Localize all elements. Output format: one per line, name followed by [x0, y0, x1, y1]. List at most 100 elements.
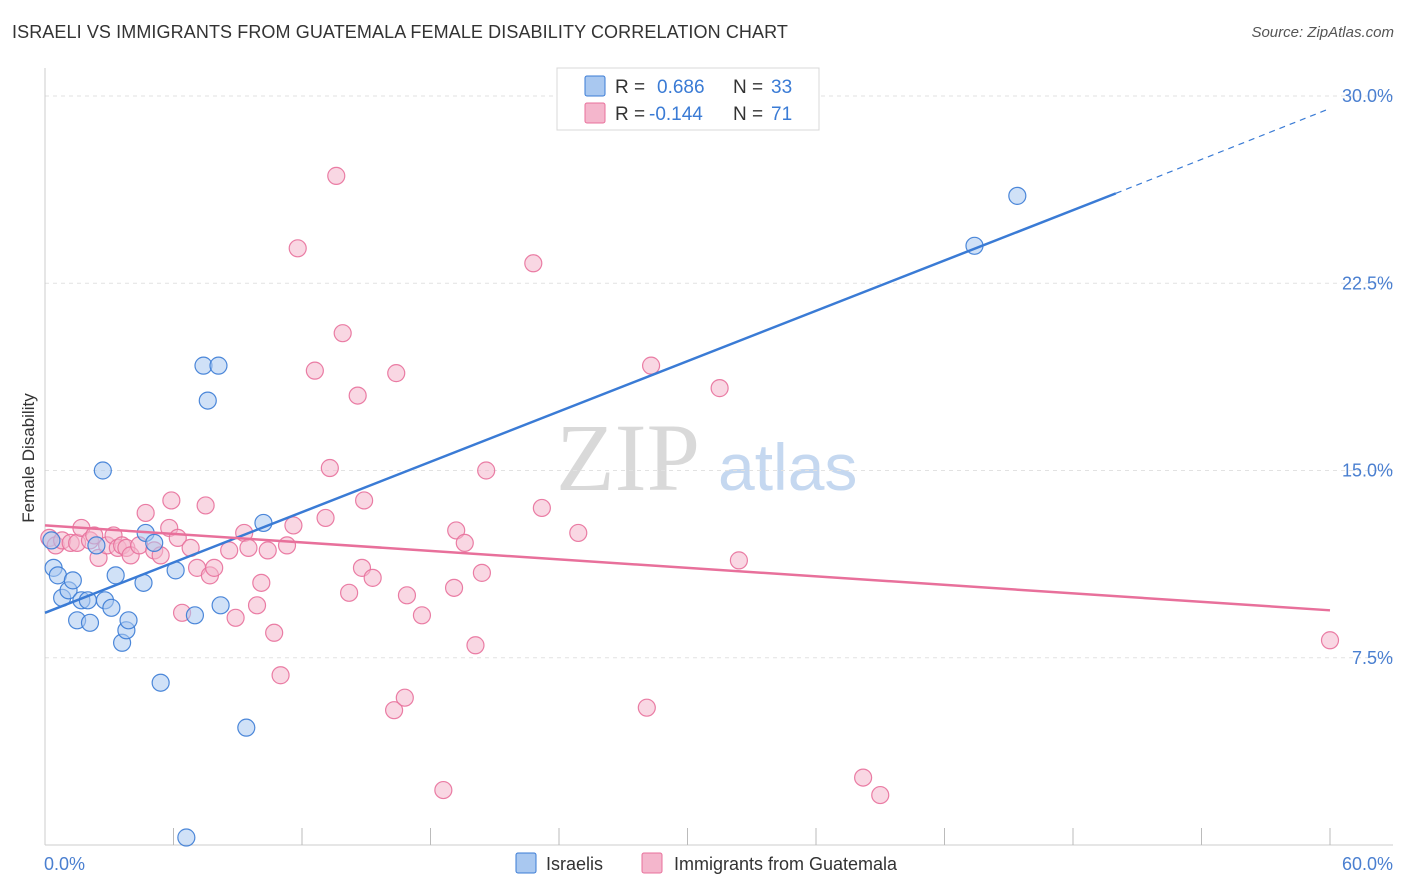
guatemala-point — [271, 666, 290, 685]
legend-n-value-israelis: 33 — [771, 77, 792, 98]
y-tick-label: 15.0% — [1342, 461, 1393, 481]
guatemala-point — [524, 254, 543, 273]
legend-n-label-guatemala: N = — [733, 104, 763, 125]
guatemala-point — [477, 461, 496, 480]
bottom-legend: Israelis Immigrants from Guatemala — [515, 852, 898, 874]
israelis-point — [209, 356, 228, 375]
israelis-point — [63, 571, 82, 590]
guatemala-point — [320, 458, 339, 478]
series-israelis-points — [42, 186, 1027, 847]
guatemala-point — [247, 596, 267, 615]
israelis-point — [106, 566, 125, 585]
guatemala-point — [1320, 631, 1340, 650]
guatemala-point — [637, 698, 656, 717]
legend-n-value-guatemala: 71 — [771, 104, 792, 125]
guatemala-point — [196, 496, 215, 515]
guatemala-point — [239, 538, 258, 557]
source-label: Source: ZipAtlas.com — [1251, 24, 1394, 41]
bottom-legend-label-israelis: Israelis — [546, 854, 603, 874]
guatemala-point — [252, 573, 271, 592]
y-tick-label: 22.5% — [1342, 273, 1393, 293]
guatemala-point — [384, 701, 404, 720]
israelis-point — [42, 531, 61, 550]
y-axis-ticks: 7.5% 15.0% 22.5% 30.0% — [1342, 86, 1393, 668]
guatemala-point — [265, 623, 284, 642]
legend-r-label-israelis: R = — [615, 77, 645, 98]
watermark-atlas: atlas — [718, 430, 857, 504]
guatemala-point — [434, 780, 453, 800]
guatemala-point — [412, 606, 432, 625]
guatemala-point — [447, 521, 466, 540]
guatemala-point — [569, 523, 588, 543]
guatemala-point — [316, 508, 335, 528]
y-axis-label: Female Disability — [19, 393, 38, 523]
israelis-point — [102, 598, 121, 617]
grid-lines — [45, 95, 1393, 659]
guatemala-point — [854, 768, 873, 787]
guatemala-point — [305, 361, 324, 380]
trend-line-israelis-extension — [1115, 107, 1331, 194]
guatemala-point — [348, 386, 367, 405]
guatemala-point — [455, 533, 474, 553]
guatemala-point — [444, 578, 464, 597]
legend-r-value-israelis: 0.686 — [657, 77, 705, 98]
legend-n-label-israelis: N = — [733, 77, 763, 98]
guatemala-point — [532, 498, 551, 518]
guatemala-point — [136, 503, 155, 523]
trend-lines — [44, 107, 1331, 614]
guatemala-point — [397, 586, 417, 605]
guatemala-point — [162, 491, 181, 510]
y-tick-label: 7.5% — [1352, 648, 1393, 668]
guatemala-point — [387, 364, 406, 383]
trend-line-israelis — [44, 192, 1117, 614]
guatemala-point — [226, 608, 245, 627]
israelis-point — [93, 461, 112, 480]
israelis-point — [145, 533, 164, 553]
bottom-legend-swatch-israelis — [515, 852, 537, 874]
legend-r-label-guatemala: R = — [615, 104, 645, 125]
x-tick-label-max: 60.0% — [1342, 854, 1393, 874]
guatemala-point — [277, 536, 297, 555]
bottom-legend-label-guatemala: Immigrants from Guatemala — [674, 854, 898, 874]
guatemala-point — [327, 166, 346, 185]
israelis-point — [87, 536, 106, 555]
guatemala-point — [871, 785, 890, 805]
legend-r-value-guatemala: -0.144 — [649, 104, 703, 125]
guatemala-point — [363, 568, 382, 587]
watermark-zip: ZIP — [556, 404, 700, 511]
guatemala-point — [466, 636, 485, 655]
trend-line-guatemala — [44, 524, 1331, 612]
legend-swatch-israelis — [584, 75, 606, 97]
guatemala-point — [395, 688, 414, 707]
guatemala-point — [355, 491, 374, 510]
israelis-point — [1008, 186, 1027, 205]
legend-swatch-guatemala — [584, 102, 606, 124]
israelis-point — [119, 611, 138, 630]
israelis-point — [151, 673, 170, 692]
x-tick-label-min: 0.0% — [44, 854, 85, 874]
y-tick-label: 30.0% — [1342, 86, 1393, 106]
chart-title: ISRAELI VS IMMIGRANTS FROM GUATEMALA FEM… — [12, 22, 789, 42]
guatemala-point — [220, 541, 239, 560]
guatemala-point — [333, 324, 352, 343]
guatemala-point — [258, 541, 277, 560]
israelis-point — [211, 596, 230, 615]
guatemala-point — [284, 516, 303, 535]
guatemala-point — [340, 583, 359, 602]
guatemala-point — [288, 239, 307, 258]
guatemala-point — [641, 356, 661, 375]
axes — [44, 68, 1393, 846]
top-legend: R = 0.686 N = 33 R = -0.144 N = 71 — [556, 67, 820, 131]
guatemala-point — [205, 558, 224, 577]
guatemala-point — [472, 563, 491, 582]
bottom-legend-swatch-guatemala — [641, 852, 663, 874]
x-axis-ticks: 0.0% 60.0% — [44, 828, 1393, 874]
israelis-point — [198, 391, 217, 410]
guatemala-point — [729, 551, 749, 570]
israelis-point — [80, 613, 100, 632]
israelis-point — [177, 828, 196, 847]
israelis-point — [237, 718, 256, 737]
guatemala-point — [710, 379, 729, 398]
israelis-point — [185, 606, 205, 625]
